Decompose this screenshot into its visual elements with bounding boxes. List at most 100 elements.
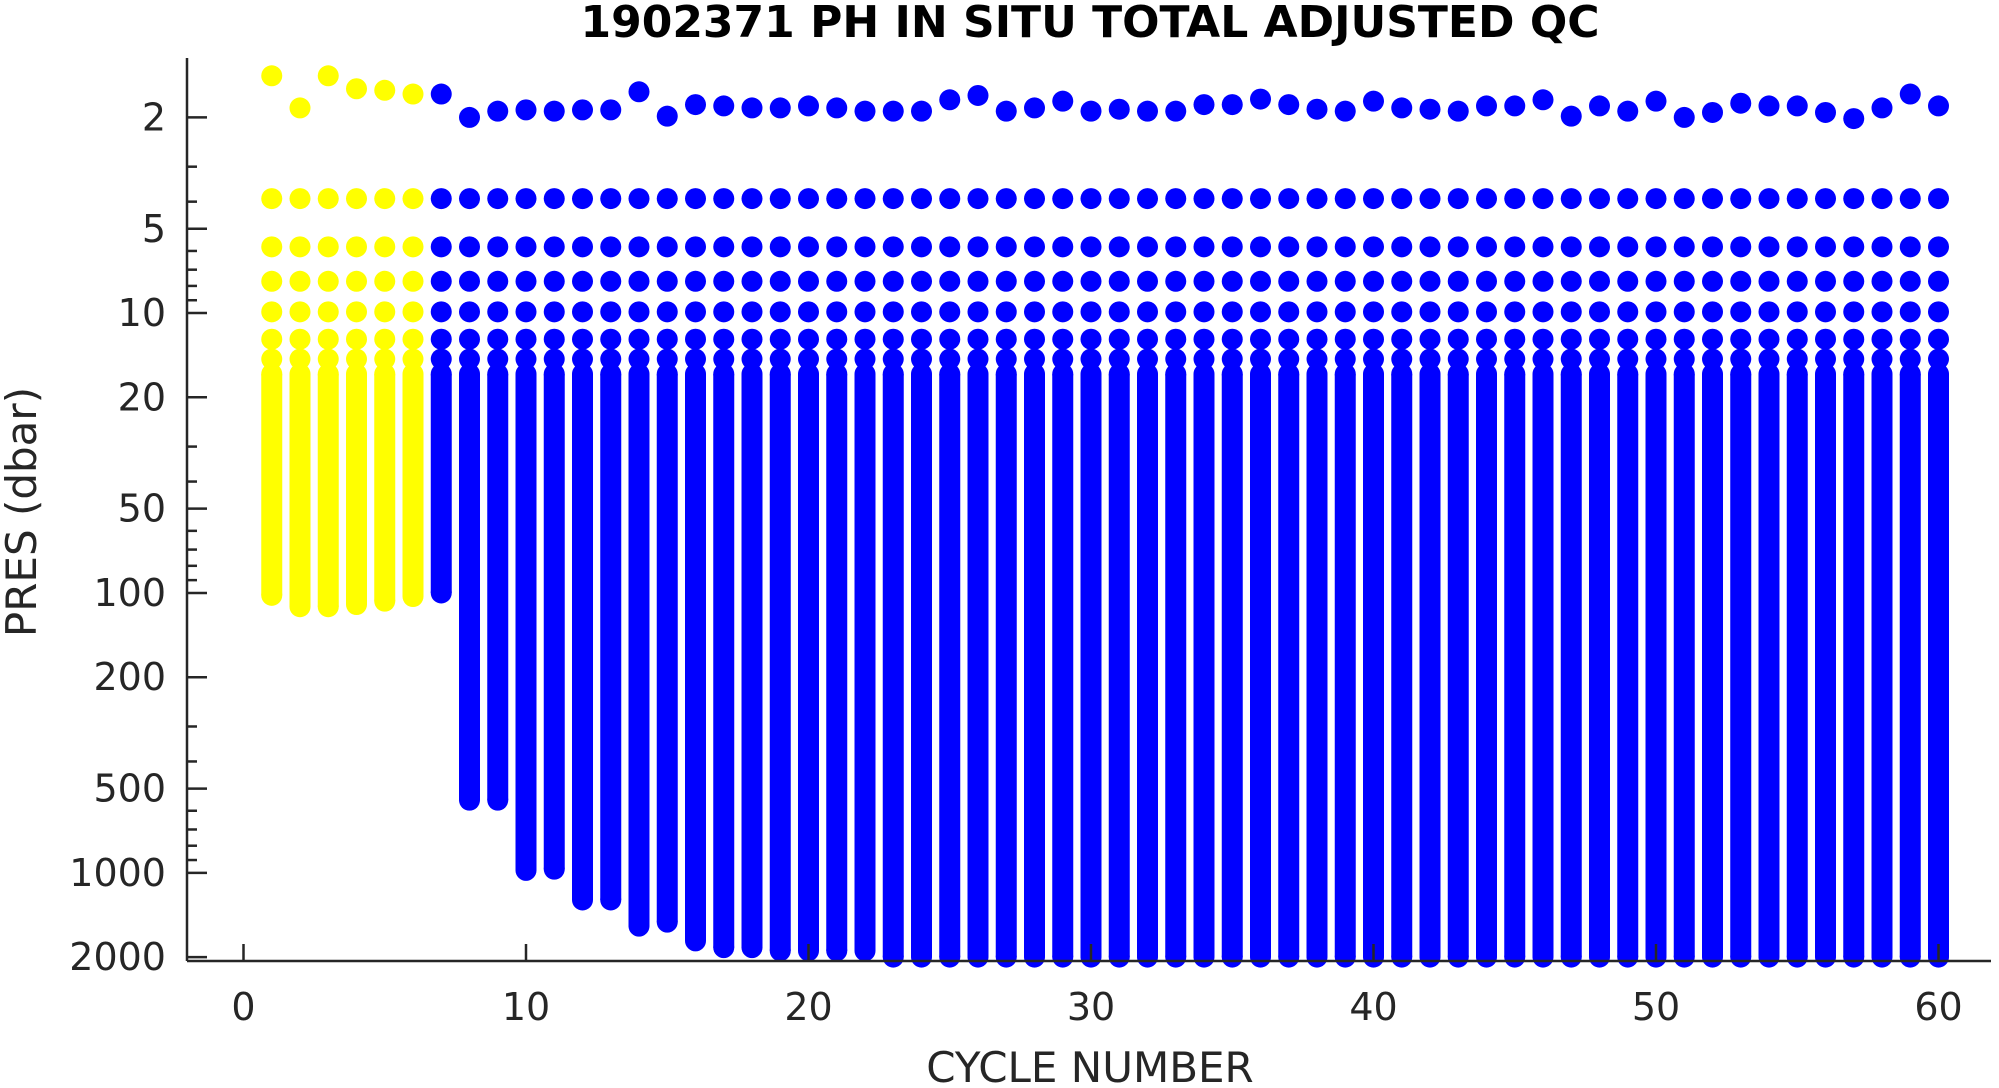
data-point	[1730, 301, 1752, 323]
data-point	[1080, 100, 1102, 122]
data-point	[1476, 95, 1497, 117]
data-point	[854, 270, 876, 292]
y-tick-label: 1000	[69, 851, 166, 895]
data-point	[1617, 363, 1639, 385]
data-point	[459, 348, 480, 370]
data-point	[515, 348, 537, 370]
data-point	[769, 301, 791, 323]
x-tick-label: 50	[1632, 985, 1680, 1029]
data-point	[346, 188, 367, 210]
data-point	[995, 328, 1017, 350]
data-point	[402, 363, 424, 385]
profile-bar	[487, 373, 509, 801]
data-point	[769, 363, 791, 385]
data-point	[1221, 363, 1243, 385]
profile-bar	[769, 373, 791, 951]
data-point	[1363, 270, 1384, 292]
profile-cycle-54	[1758, 95, 1780, 968]
data-point	[1052, 270, 1074, 292]
data-point	[261, 348, 283, 370]
data-point	[289, 188, 311, 210]
data-point	[741, 937, 763, 959]
data-point	[967, 188, 989, 210]
data-point	[1504, 95, 1526, 117]
data-point	[1363, 301, 1384, 323]
profile-bar	[374, 373, 396, 602]
data-point	[1871, 97, 1893, 119]
x-tick-label: 30	[1067, 985, 1115, 1029]
profile-cycle-25	[939, 89, 961, 968]
data-point	[317, 65, 339, 87]
data-point	[1673, 106, 1695, 128]
data-point	[1899, 348, 1921, 370]
data-point	[1560, 270, 1582, 292]
profile-cycle-40	[1363, 90, 1384, 968]
data-point	[1221, 188, 1243, 210]
profile-bar	[600, 373, 622, 900]
data-point	[543, 348, 565, 370]
profile-cycle-44	[1476, 95, 1497, 968]
data-point	[911, 100, 932, 122]
data-point	[1052, 328, 1074, 350]
data-point	[1137, 348, 1158, 370]
data-point	[317, 236, 339, 258]
data-point	[1363, 328, 1384, 350]
data-point	[656, 105, 678, 127]
profile-bar	[1758, 373, 1780, 958]
data-point	[487, 270, 509, 292]
data-point	[854, 328, 876, 350]
profile-bar	[1052, 373, 1074, 958]
profile-cycle-23	[882, 100, 904, 968]
data-point	[685, 328, 706, 350]
profile-bar	[261, 373, 283, 596]
data-point	[1250, 188, 1271, 210]
profile-cycle-55	[1786, 95, 1808, 968]
data-point	[1052, 946, 1074, 968]
data-point	[911, 270, 932, 292]
data-point	[1673, 236, 1695, 258]
data-point	[1250, 363, 1271, 385]
profile-bar	[1363, 373, 1384, 958]
data-point	[515, 363, 537, 385]
data-point	[1447, 188, 1469, 210]
data-point	[1306, 946, 1328, 968]
profile-cycle-6	[402, 83, 424, 608]
profile-bar	[1617, 373, 1639, 958]
data-point	[430, 363, 452, 385]
data-point	[1871, 270, 1893, 292]
data-point	[600, 328, 622, 350]
data-point	[1617, 100, 1639, 122]
profile-bar	[1560, 373, 1582, 958]
data-point	[1843, 363, 1865, 385]
data-point	[911, 188, 932, 210]
data-point	[628, 328, 650, 350]
data-point	[543, 188, 565, 210]
data-point	[402, 348, 424, 370]
data-point	[487, 328, 509, 350]
data-point	[1447, 363, 1469, 385]
data-point	[713, 270, 735, 292]
data-point	[1843, 108, 1865, 130]
data-point	[769, 348, 791, 370]
data-point	[826, 363, 848, 385]
data-point	[1928, 301, 1949, 323]
data-point	[346, 348, 367, 370]
data-point	[459, 188, 480, 210]
data-point	[1024, 236, 1045, 258]
data-point	[628, 81, 650, 103]
profile-cycle-31	[1108, 98, 1130, 968]
profile-bar	[1928, 373, 1949, 958]
data-point	[543, 301, 565, 323]
data-point	[289, 596, 311, 618]
data-point	[1306, 270, 1328, 292]
data-point	[685, 188, 706, 210]
data-point	[798, 236, 819, 258]
data-point	[967, 236, 989, 258]
data-point	[1391, 188, 1413, 210]
data-point	[1504, 236, 1526, 258]
data-point	[995, 100, 1017, 122]
data-point	[1560, 363, 1582, 385]
data-point	[402, 236, 424, 258]
data-point	[289, 236, 311, 258]
